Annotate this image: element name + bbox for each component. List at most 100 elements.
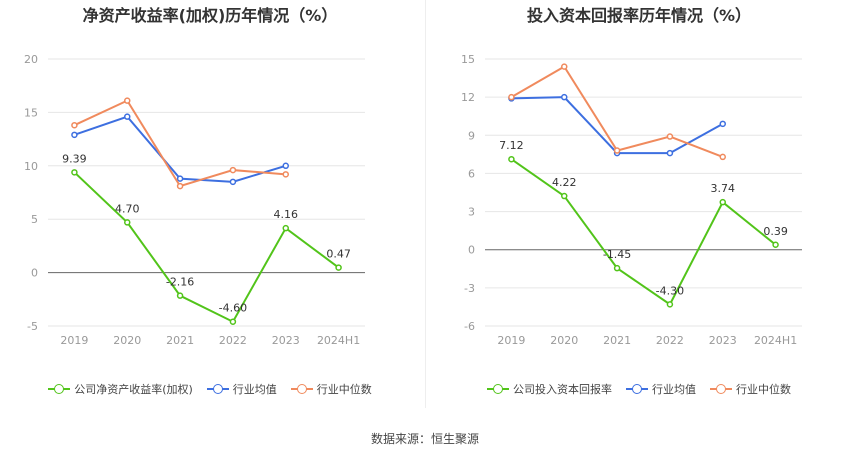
y-tick-label: -3 [464,282,475,295]
roic-chart-title: 投入资本回报率历年情况（%） [526,6,752,25]
company-data-point[interactable] [176,292,184,299]
industry-median-data-point[interactable] [229,166,237,174]
data-label: 4.22 [552,176,577,189]
legend-label: 行业均值 [652,383,696,396]
industry-mean-data-point[interactable] [176,175,184,182]
industry-mean-data-point[interactable] [71,131,78,139]
y-tick-label: 10 [24,160,38,173]
roic-chart-legend: 公司投入资本回报率 行业均值 行业中位数 [428,381,850,397]
company-data-point[interactable] [561,192,568,200]
industry-median-data-point[interactable] [561,63,568,70]
roe-chart-legend: 公司净资产收益率(加权) 行业均值 行业中位数 [0,381,420,397]
legend-item-company[interactable]: 公司净资产收益率(加权) [48,381,193,397]
x-tick-label: 2020 [113,334,141,347]
legend-swatch [710,384,732,394]
x-tick-label: 2020 [550,334,578,347]
data-label: 7.12 [499,139,524,152]
roe-chart-panel: 净资产收益率(加权)历年情况（%） -5 0 5 10 15 20 2019 2020 2021… [0,0,420,420]
roic-chart-svg: -6 -3 0 3 6 9 12 15 2019 2020 2021 2022 2023 2024H1 7.… [461,53,802,347]
industry-mean-data-point[interactable] [666,149,674,157]
y-tick-label: 20 [24,53,38,66]
x-tick-label: 2023 [709,334,737,347]
industry-median-series-line [73,99,286,188]
industry-median-data-point[interactable] [124,97,131,104]
company-data-point[interactable] [613,264,621,272]
legend-label: 公司投入资本回报率 [513,383,612,396]
company-data-point[interactable] [229,318,237,325]
industry-median-data-point[interactable] [666,133,674,140]
legend-item-industry-mean[interactable]: 行业均值 [626,381,696,397]
legend-swatch [48,384,71,394]
industry-median-data-point[interactable] [282,171,289,178]
x-tick-label: 2019 [497,334,525,347]
legend-item-industry-median[interactable]: 行业中位数 [710,381,791,397]
data-label: -2.16 [166,276,194,289]
y-tick-label: 15 [24,106,38,119]
y-tick-label: 0 [31,267,38,280]
data-label: 4.16 [274,208,299,221]
legend-label: 公司净资产收益率(加权) [74,383,193,396]
y-tick-label: 5 [31,213,38,226]
y-tick-label: 3 [468,206,475,219]
company-data-point[interactable] [71,169,78,176]
roe-chart-title: 净资产收益率(加权)历年情况（%） [82,6,338,25]
legend-label: 行业均值 [232,383,277,396]
legend-item-industry-mean[interactable]: 行业均值 [206,381,277,397]
x-tick-label: 2024H1 [317,334,360,347]
x-tick-label: 2022 [656,334,684,347]
data-label: -4.30 [656,284,684,297]
industry-median-series-line [510,65,724,158]
industry-mean-data-point[interactable] [124,113,131,120]
industry-mean-data-point[interactable] [229,178,237,186]
data-label: 9.39 [62,152,87,165]
industry-median-data-point[interactable] [719,153,726,161]
industry-median-data-point[interactable] [176,182,184,190]
data-label: 0.39 [763,225,788,238]
company-data-point[interactable] [508,155,515,163]
data-label: -1.45 [603,248,631,261]
x-tick-label: 2024H1 [754,334,797,347]
legend-swatch [206,384,229,394]
data-label: 3.74 [711,182,736,195]
legend-label: 行业中位数 [736,383,791,396]
y-tick-label: -6 [464,320,475,333]
company-data-point[interactable] [335,264,342,271]
legend-item-industry-median[interactable]: 行业中位数 [290,381,372,397]
industry-mean-data-point[interactable] [719,120,726,128]
data-label: -4.60 [219,302,247,315]
panel-divider [425,0,426,408]
y-tick-label: 12 [461,91,475,104]
data-source-note: 数据来源：恒生聚源 [370,432,479,446]
legend-swatch [626,384,648,394]
legend-swatch [487,384,509,394]
x-tick-label: 2022 [219,334,247,347]
industry-mean-data-point[interactable] [561,93,568,101]
y-tick-label: -5 [27,320,38,333]
roe-chart-svg: -5 0 5 10 15 20 2019 2020 2021 2022 2023 2024H1 9.39… [24,53,365,347]
legend-item-company[interactable]: 公司投入资本回报率 [487,381,612,397]
x-tick-label: 2021 [603,334,631,347]
y-tick-label: 15 [461,53,475,66]
industry-median-data-point[interactable] [508,93,515,101]
legend-label: 行业中位数 [316,383,372,396]
company-data-point[interactable] [666,301,674,308]
x-tick-label: 2023 [272,334,300,347]
x-tick-label: 2019 [60,334,88,347]
industry-mean-data-point[interactable] [282,162,289,170]
company-data-point[interactable] [772,241,779,249]
industry-median-data-point[interactable] [71,121,78,129]
x-tick-label: 2021 [166,334,194,347]
data-label: 0.47 [326,248,351,261]
roic-chart-panel: 投入资本回报率历年情况（%） -6 -3 0 3 6 9 12 15 2019 2020 2021 2… [428,0,850,420]
data-label: 4.70 [115,202,140,215]
company-data-point[interactable] [719,198,726,206]
company-data-point[interactable] [282,224,289,232]
company-series-line [510,158,777,306]
company-series-line [73,171,340,324]
y-tick-label: 6 [468,167,475,180]
company-data-point[interactable] [124,219,131,226]
legend-swatch [290,384,313,394]
industry-median-data-point[interactable] [613,147,621,154]
y-tick-label: 9 [468,129,475,142]
y-tick-label: 0 [468,244,475,257]
